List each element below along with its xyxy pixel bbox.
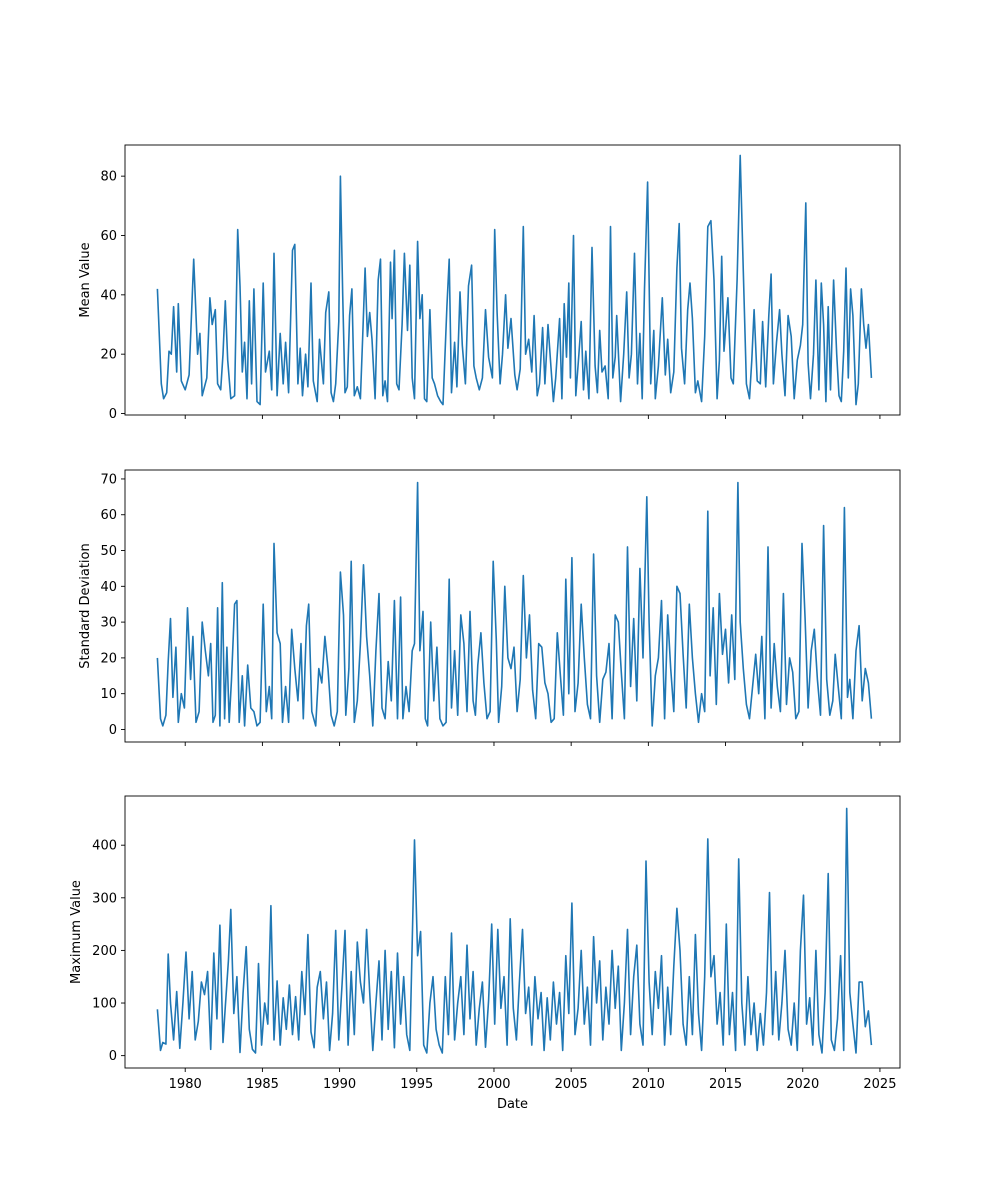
x-tick-label: 2000 (477, 1077, 510, 1092)
y-tick-label: 80 (100, 170, 117, 185)
date-axis-label: Date (497, 1097, 528, 1112)
maximum-value-subplot: 0 100 200 300 400 1980 1985 1990 1995 2000 2005 201… (69, 795, 901, 1112)
mean-value-subplot: 0 20 40 60 80 Mean Value (78, 144, 901, 422)
y-tick-label: 40 (100, 288, 117, 303)
y-tick-label: 0 (109, 1049, 117, 1064)
standard-deviation-axis-label: Standard Deviation (78, 543, 93, 668)
y-tick-label: 300 (92, 891, 117, 906)
y-tick-label: 100 (92, 997, 117, 1012)
x-tick-label: 1990 (323, 1077, 356, 1092)
series-line (156, 154, 873, 406)
maximum-value-axis-label: Maximum Value (69, 880, 84, 984)
y-tick-label: 400 (92, 839, 117, 854)
x-tick-label: 2025 (863, 1077, 896, 1092)
y-tick-label: 40 (100, 580, 117, 595)
y-tick-label: 30 (100, 616, 117, 631)
mean-value-axis-label: Mean Value (78, 242, 93, 317)
series-line (156, 807, 873, 1054)
x-tick-label: 1995 (400, 1077, 433, 1092)
y-tick-label: 70 (100, 472, 117, 487)
y-tick-label: 10 (100, 687, 117, 702)
x-tick-label: 2015 (709, 1077, 742, 1092)
y-tick-label: 60 (100, 508, 117, 523)
y-tick-label: 50 (100, 544, 117, 559)
axes-frame (124, 795, 901, 1069)
standard-deviation-subplot: 0 10 20 30 40 50 60 70 Standard Deviation (78, 469, 901, 746)
y-tick-label: 200 (92, 944, 117, 959)
x-tick-label: 2010 (632, 1077, 665, 1092)
x-tick-label: 1980 (169, 1077, 202, 1092)
x-tick-label: 1985 (246, 1077, 279, 1092)
y-tick-label: 20 (100, 651, 117, 666)
y-tick-label: 0 (109, 723, 117, 738)
series-line (156, 481, 873, 727)
y-tick-label: 20 (100, 348, 117, 363)
y-tick-label: 60 (100, 229, 117, 244)
axes-frame (124, 469, 901, 743)
axes-frame (124, 144, 901, 416)
x-tick-label: 2005 (555, 1077, 588, 1092)
x-tick-label: 2020 (786, 1077, 819, 1092)
y-tick-label: 0 (109, 407, 117, 422)
